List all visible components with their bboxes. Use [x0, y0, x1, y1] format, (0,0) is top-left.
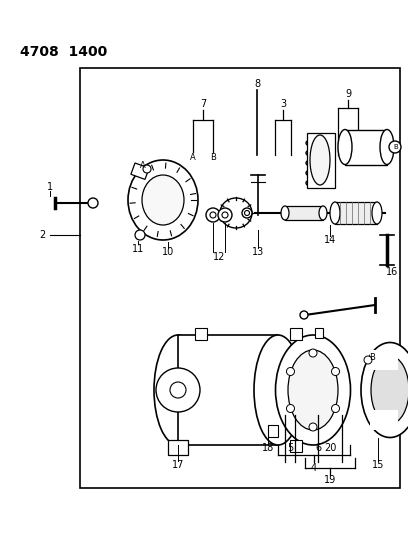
Bar	[345, 130, 387, 165]
Text: 19: 19	[324, 475, 336, 485]
Text: 6: 6	[315, 443, 321, 453]
Circle shape	[218, 208, 232, 222]
Ellipse shape	[306, 158, 334, 168]
Circle shape	[286, 405, 295, 413]
Text: A: A	[140, 160, 146, 169]
Text: 16: 16	[386, 267, 398, 277]
Circle shape	[300, 311, 308, 319]
Ellipse shape	[220, 198, 252, 228]
Text: 14: 14	[324, 235, 336, 245]
Bar	[80, 68, 400, 488]
Text: 20: 20	[324, 443, 336, 453]
Bar	[335, 202, 377, 224]
Circle shape	[332, 405, 339, 413]
Bar	[168, 440, 188, 455]
Text: 2: 2	[39, 230, 45, 240]
Ellipse shape	[154, 335, 202, 445]
Text: 7: 7	[200, 99, 206, 109]
Bar	[178, 335, 278, 445]
Text: 13: 13	[252, 247, 264, 257]
Text: 12: 12	[213, 252, 225, 262]
Ellipse shape	[361, 343, 408, 438]
Text: 4708  1400: 4708 1400	[20, 45, 107, 59]
Ellipse shape	[380, 130, 394, 165]
Ellipse shape	[306, 168, 334, 178]
Text: 15: 15	[372, 460, 384, 470]
Ellipse shape	[319, 206, 327, 220]
Circle shape	[242, 208, 252, 218]
Text: 5: 5	[287, 443, 293, 453]
Circle shape	[156, 368, 200, 412]
Circle shape	[364, 356, 372, 364]
Circle shape	[135, 230, 145, 240]
Text: B: B	[394, 144, 398, 150]
Text: 10: 10	[162, 247, 174, 257]
Bar	[131, 163, 149, 180]
Ellipse shape	[372, 202, 382, 224]
Ellipse shape	[306, 148, 334, 158]
Ellipse shape	[142, 175, 184, 225]
Bar	[315, 328, 323, 338]
Circle shape	[206, 208, 220, 222]
Bar	[290, 440, 302, 452]
Circle shape	[286, 367, 295, 376]
Circle shape	[244, 211, 250, 215]
Bar	[290, 328, 302, 340]
Text: 1: 1	[47, 182, 53, 192]
Bar	[268, 425, 278, 437]
Circle shape	[210, 212, 216, 218]
Bar	[307, 133, 335, 188]
Ellipse shape	[254, 335, 302, 445]
Circle shape	[309, 423, 317, 431]
Circle shape	[389, 141, 401, 153]
Circle shape	[332, 367, 339, 376]
Ellipse shape	[371, 356, 408, 424]
Text: B: B	[210, 152, 216, 161]
Text: B: B	[369, 353, 375, 362]
Ellipse shape	[281, 206, 289, 220]
Ellipse shape	[275, 335, 350, 445]
Circle shape	[222, 212, 228, 218]
Circle shape	[88, 198, 98, 208]
Ellipse shape	[338, 130, 352, 165]
Circle shape	[143, 165, 151, 173]
Ellipse shape	[288, 350, 338, 430]
Text: 3: 3	[280, 99, 286, 109]
Bar	[285, 206, 323, 220]
Ellipse shape	[306, 178, 334, 188]
Circle shape	[170, 382, 186, 398]
Bar	[195, 328, 207, 340]
Ellipse shape	[330, 202, 340, 224]
Text: 18: 18	[262, 443, 274, 453]
Circle shape	[309, 349, 317, 357]
Bar	[370, 350, 398, 370]
Text: 8: 8	[254, 79, 260, 89]
Text: 11: 11	[132, 244, 144, 254]
Text: 4: 4	[311, 463, 317, 473]
Text: 9: 9	[345, 89, 351, 99]
Ellipse shape	[128, 160, 198, 240]
Text: A: A	[190, 152, 196, 161]
Ellipse shape	[306, 138, 334, 148]
Text: 17: 17	[172, 460, 184, 470]
Bar	[370, 410, 398, 430]
Ellipse shape	[310, 135, 330, 185]
